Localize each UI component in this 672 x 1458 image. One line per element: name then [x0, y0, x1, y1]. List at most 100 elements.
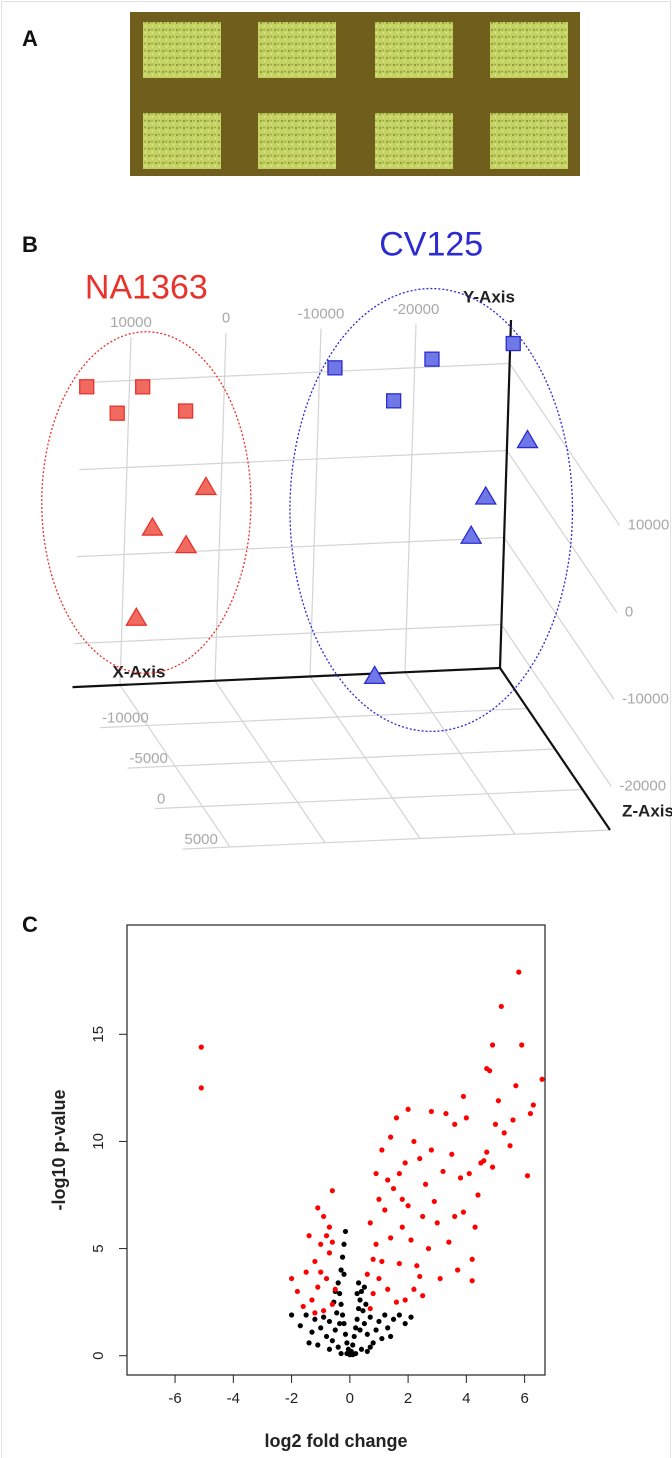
y-tick-label: 5 [90, 1244, 107, 1252]
point [402, 1320, 408, 1327]
point [344, 1350, 350, 1357]
x-axis-label: log2 fold change [264, 1431, 407, 1451]
point [288, 1275, 295, 1282]
point [417, 1155, 423, 1162]
point [321, 1314, 327, 1320]
x-tick-label: -6 [168, 1390, 181, 1407]
point [323, 1233, 330, 1239]
y-tick-label: 15 [90, 1026, 107, 1043]
point [327, 360, 343, 376]
point [376, 1196, 382, 1202]
z-axis-label: Z-Axis [622, 801, 672, 820]
point [446, 1239, 452, 1245]
point [460, 1093, 467, 1100]
point [411, 1138, 417, 1145]
point [457, 1175, 464, 1181]
point [360, 1308, 366, 1314]
point [341, 1320, 347, 1327]
x-tick-label: -10000 [298, 305, 345, 322]
point [452, 1213, 458, 1220]
grid-line [309, 328, 322, 677]
point [469, 1256, 475, 1262]
grid-line [119, 336, 132, 686]
z-axis [499, 667, 611, 831]
point [379, 1258, 385, 1265]
grid-line [500, 624, 612, 787]
x-axis-label: X-Axis [113, 663, 166, 682]
point [329, 1301, 335, 1307]
x-axis [72, 666, 501, 689]
point [367, 1344, 373, 1350]
point [367, 1305, 373, 1312]
point [335, 1344, 341, 1350]
point [422, 1181, 429, 1187]
point [437, 1275, 443, 1282]
point [306, 1233, 312, 1239]
point [303, 1269, 309, 1275]
point [414, 1263, 420, 1269]
grid-line [214, 332, 227, 681]
point [312, 1258, 318, 1265]
point [420, 1293, 426, 1299]
point [449, 1151, 455, 1157]
point [396, 1170, 402, 1177]
point [174, 534, 198, 554]
point [460, 524, 483, 544]
point [527, 1110, 534, 1117]
point [370, 1340, 376, 1346]
point [198, 1044, 204, 1050]
point [492, 1121, 499, 1127]
point [475, 1192, 481, 1198]
point [350, 1342, 356, 1348]
point [141, 516, 164, 536]
point [424, 351, 440, 367]
point [345, 1346, 351, 1352]
grid-line [79, 449, 507, 471]
y-axis [498, 319, 513, 669]
point [329, 1188, 335, 1194]
group-label: CV125 [379, 226, 483, 264]
point [524, 1173, 531, 1179]
point [326, 1250, 333, 1256]
y-tick-label: 0 [625, 603, 633, 620]
y-tick-label: -10000 [622, 690, 669, 707]
point [309, 1297, 315, 1303]
point [303, 1312, 309, 1318]
plot-3d: -20000 -10000 0 10000 -20000 -10000 0 10000 -100… [41, 226, 672, 850]
point [388, 1235, 394, 1241]
point [135, 379, 151, 395]
point [342, 1228, 349, 1235]
point [125, 606, 148, 626]
grid-line [154, 788, 583, 810]
panel-label: B [22, 232, 38, 257]
point [353, 1325, 359, 1331]
grid-line [73, 623, 502, 645]
group-ellipse [289, 287, 574, 733]
point [373, 1241, 379, 1247]
point [388, 1333, 394, 1340]
point [385, 1177, 391, 1183]
point [306, 1340, 312, 1346]
point [332, 1286, 338, 1292]
point [498, 1003, 504, 1010]
point [329, 1239, 335, 1245]
point [393, 1115, 400, 1121]
point [321, 1308, 327, 1314]
point [329, 1338, 335, 1344]
point [484, 1149, 490, 1155]
point [357, 1297, 363, 1303]
point [399, 1224, 405, 1230]
point [489, 1042, 496, 1048]
point [513, 1083, 519, 1089]
point [350, 1352, 356, 1358]
x-tick-label: -2 [285, 1390, 298, 1407]
x-tick-label: 10000 [110, 314, 152, 331]
point [489, 1164, 496, 1170]
point [516, 969, 522, 975]
point [355, 1280, 362, 1286]
point [370, 1256, 376, 1262]
point [510, 1117, 516, 1123]
y-axis-label: Y-Axis [463, 287, 515, 306]
group-label: NA1363 [85, 269, 208, 307]
